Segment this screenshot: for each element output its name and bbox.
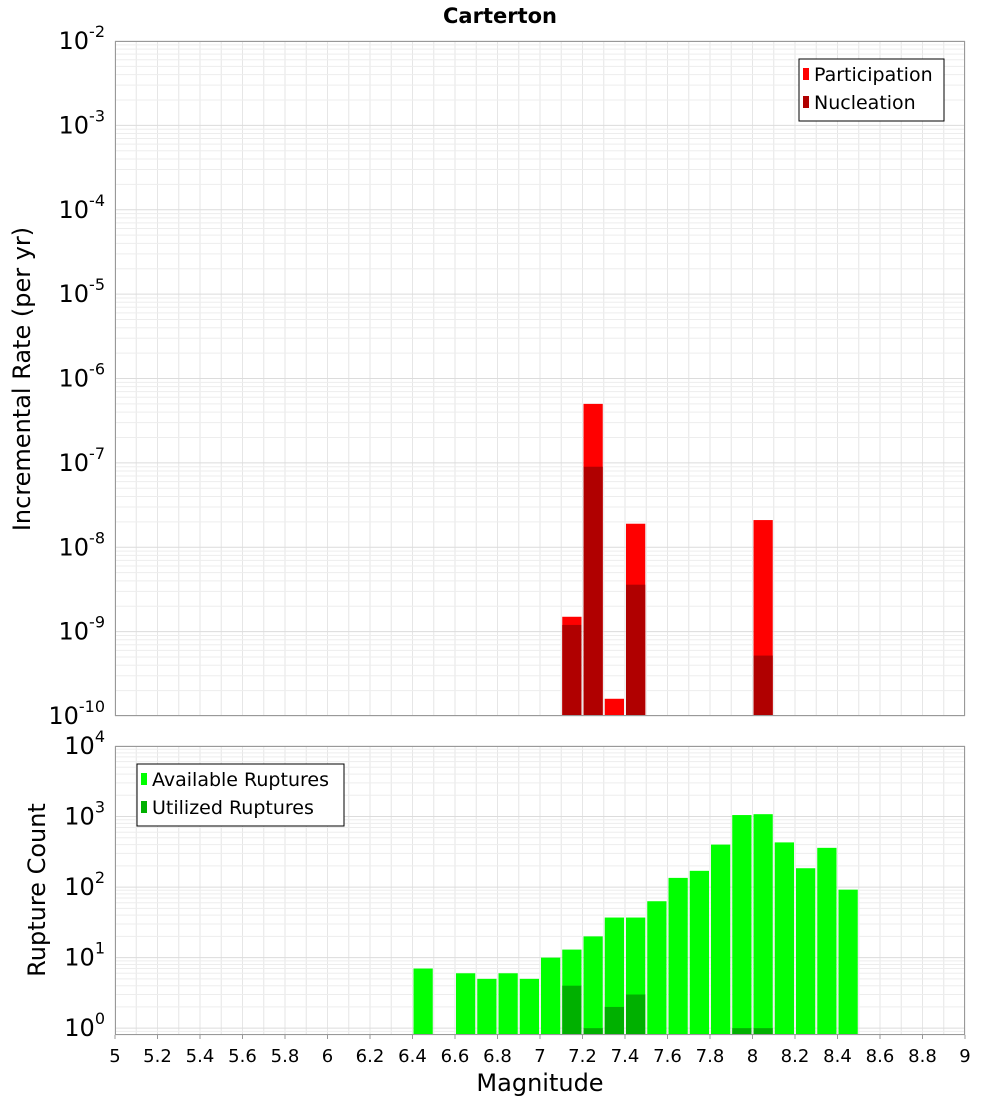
y-tick-label: 10-8 (59, 528, 106, 561)
bar (413, 968, 433, 1035)
y-tick-label: 102 (64, 868, 105, 901)
bottom-y-axis-label: Rupture Count (23, 803, 51, 977)
bar (838, 889, 858, 1035)
x-tick-label: 7.8 (696, 1046, 725, 1067)
legend-swatch (803, 96, 809, 108)
bar (689, 870, 709, 1035)
bar (732, 1028, 752, 1035)
plot-frame (115, 746, 965, 1035)
bar (668, 877, 688, 1035)
legend-swatch (141, 773, 147, 785)
legend-label: Nucleation (814, 92, 916, 114)
y-tick-label: 10-6 (59, 360, 106, 393)
bar (626, 584, 646, 716)
x-tick-label: 5.2 (143, 1046, 172, 1067)
bar (604, 917, 624, 1035)
x-tick-label: 8.2 (781, 1046, 810, 1067)
rate-panel: 10-10 10-9 10-8 10-7 10-6 10-5 10-4 10-3 10-2 Par… (48, 22, 966, 730)
series-1 (413, 814, 858, 1035)
x-tick-label: 6.8 (483, 1046, 512, 1067)
bar (583, 466, 603, 716)
legend: Available Ruptures Utilized Ruptures (136, 763, 345, 827)
bar (647, 901, 667, 1035)
x-tick-label: 8 (747, 1046, 758, 1067)
x-axis-label: Magnitude (476, 1069, 603, 1097)
y-tick-label: 10-9 (59, 613, 106, 646)
y-tick-label: 104 (64, 727, 105, 760)
legend-label: Available Ruptures (152, 769, 329, 791)
x-tick-label: 5.8 (271, 1046, 300, 1067)
bar (626, 994, 646, 1035)
legend: Participation Nucleation (798, 58, 945, 122)
x-tick-label: 9 (959, 1046, 970, 1067)
bar (796, 868, 816, 1035)
series-2 (562, 985, 773, 1035)
legend-box (798, 58, 945, 122)
y-tick-label: 10-4 (59, 191, 106, 224)
bar (604, 698, 624, 716)
y-tick-label: 10-5 (59, 275, 106, 308)
bar (774, 842, 794, 1035)
y-tick-label: 100 (64, 1009, 105, 1042)
legend-swatch (803, 68, 809, 80)
grid (114, 40, 966, 717)
y-tick-label: 10-3 (59, 106, 106, 139)
legend-swatch (141, 801, 147, 813)
y-tick-label: 10-7 (59, 444, 106, 477)
bar (541, 957, 561, 1035)
bar (732, 815, 752, 1035)
bar (562, 985, 582, 1035)
bar (562, 624, 582, 716)
x-tick-label: 8.6 (866, 1046, 895, 1067)
x-tick-label: 7.4 (611, 1046, 640, 1067)
bar (456, 973, 476, 1035)
x-tick-label: 7.2 (568, 1046, 597, 1067)
bar (498, 973, 518, 1035)
x-tick-label: 5 (109, 1046, 120, 1067)
series-2 (562, 466, 773, 716)
plot-frame (115, 41, 965, 716)
x-tick-label: 8.8 (908, 1046, 937, 1067)
bar (711, 844, 731, 1035)
y-tick-label: 10-2 (59, 22, 106, 55)
x-tick-label: 7 (534, 1046, 545, 1067)
bar (604, 1006, 624, 1035)
x-tick-label: 6.4 (398, 1046, 427, 1067)
legend-label: Participation (814, 64, 933, 86)
x-tick-label: 6 (322, 1046, 333, 1067)
bar (477, 978, 497, 1035)
legend-label: Utilized Ruptures (152, 797, 314, 819)
x-tick-label: 7.6 (653, 1046, 682, 1067)
bar (753, 1028, 773, 1035)
bar (817, 847, 837, 1035)
count-panel: 100 101 102 103 104 5 5.2 5.4 5.6 5.8 6 6.2 6.4 6.6 6.… (64, 727, 970, 1067)
bar (583, 936, 603, 1035)
x-tick-label: 6.6 (441, 1046, 470, 1067)
chart-title: Carterton (443, 4, 557, 28)
x-tick-label: 5.6 (228, 1046, 257, 1067)
bar (519, 978, 539, 1035)
y-tick-label: 101 (64, 939, 105, 972)
x-tick-label: 6.2 (356, 1046, 385, 1067)
top-y-axis-label: Incremental Rate (per yr) (8, 227, 36, 531)
bar (583, 1028, 603, 1035)
x-tick-label: 8.4 (823, 1046, 852, 1067)
x-tick-label: 5.4 (186, 1046, 215, 1067)
bar (753, 655, 773, 716)
legend-box (136, 763, 345, 827)
y-tick-label: 10-10 (48, 697, 105, 730)
bar (753, 814, 773, 1035)
y-tick-label: 103 (64, 798, 105, 831)
